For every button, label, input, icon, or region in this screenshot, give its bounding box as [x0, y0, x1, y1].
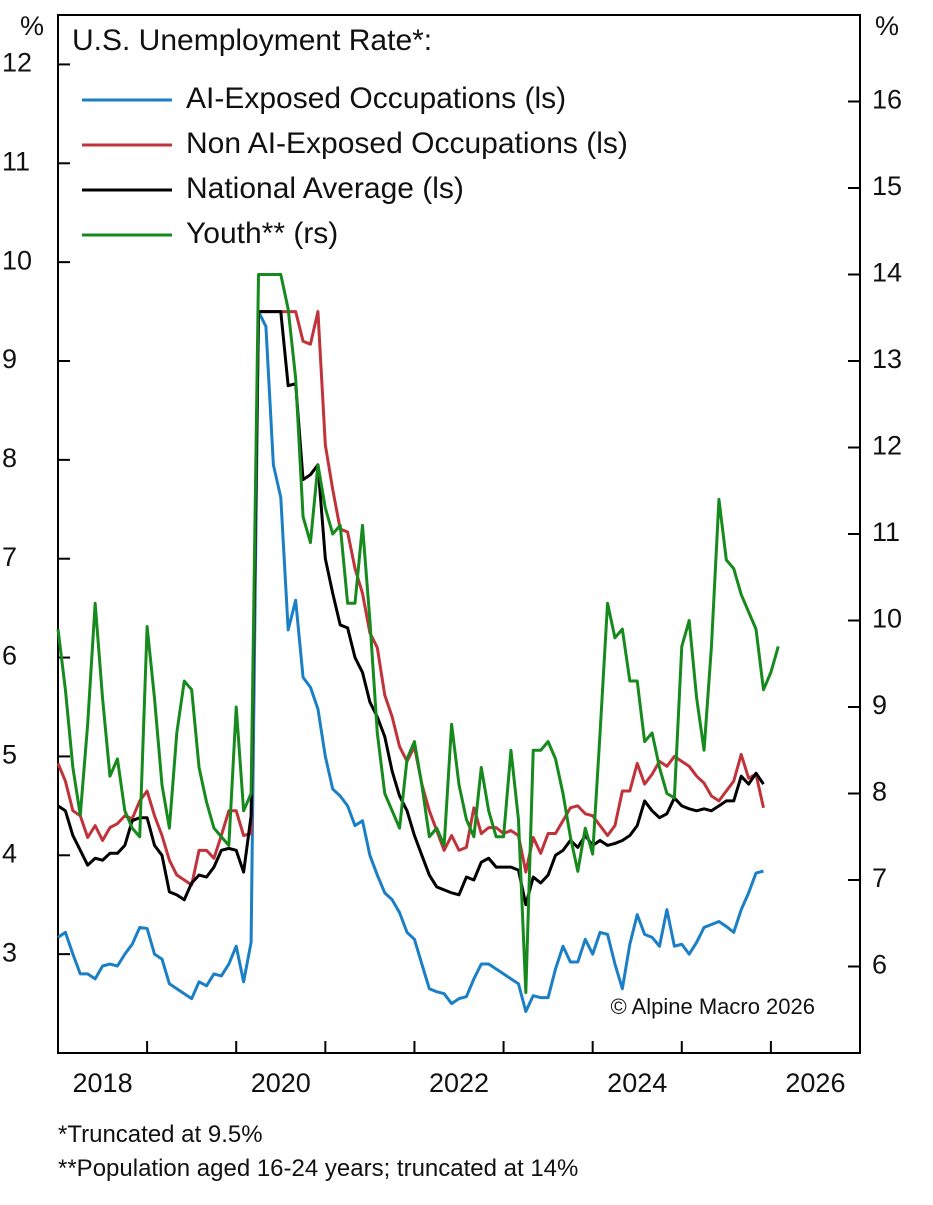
footnote: **Population aged 16-24 years; truncated…: [58, 1155, 578, 1182]
y2-tick-label: 11: [872, 517, 900, 547]
y-tick-label: 4: [2, 838, 17, 868]
y2-tick-label: 15: [872, 171, 902, 201]
y-tick-label: 5: [2, 740, 17, 770]
y-tick-label: 8: [2, 443, 17, 473]
y2-tick-label: 16: [872, 85, 902, 115]
legend-label: Non AI-Exposed Occupations (ls): [186, 127, 628, 160]
data-line: [56, 273, 780, 994]
data-line: [57, 310, 765, 907]
legend-label: National Average (ls): [186, 172, 464, 205]
y2-tick-label: 7: [872, 863, 887, 893]
x-tick-label: 2026: [785, 1068, 845, 1098]
y-tick-label: 11: [2, 146, 30, 176]
x-tick-label: 2018: [73, 1068, 133, 1098]
y2-tick-label: 10: [872, 604, 902, 634]
y2-tick-label: 13: [872, 344, 902, 374]
chart-title: U.S. Unemployment Rate*:: [72, 24, 432, 57]
legend-label: Youth** (rs): [186, 217, 338, 250]
y-unit: %: [20, 11, 44, 41]
x-tick-label: 2020: [251, 1068, 311, 1098]
y2-tick-label: 8: [872, 777, 887, 807]
y-tick-label: 10: [2, 245, 32, 275]
y-tick-label: 6: [2, 641, 17, 671]
y-tick-label: 3: [2, 937, 17, 967]
y2-tick-label: 12: [872, 431, 902, 461]
y2-tick-label: 6: [872, 950, 887, 980]
legend-label: AI-Exposed Occupations (ls): [186, 82, 566, 115]
y-tick-label: 12: [2, 48, 32, 78]
y-tick-label: 9: [2, 344, 17, 374]
x-tick-label: 2022: [429, 1068, 489, 1098]
data-line: [57, 310, 764, 1013]
annotation: © Alpine Macro 2026: [610, 994, 815, 1019]
x-tick-label: 2024: [607, 1068, 667, 1098]
y2-tick-label: 9: [872, 690, 887, 720]
footnote: *Truncated at 9.5%: [58, 1121, 263, 1148]
y-tick-label: 7: [2, 542, 17, 572]
y2-unit: %: [875, 11, 899, 41]
y2-tick-label: 14: [872, 258, 902, 288]
